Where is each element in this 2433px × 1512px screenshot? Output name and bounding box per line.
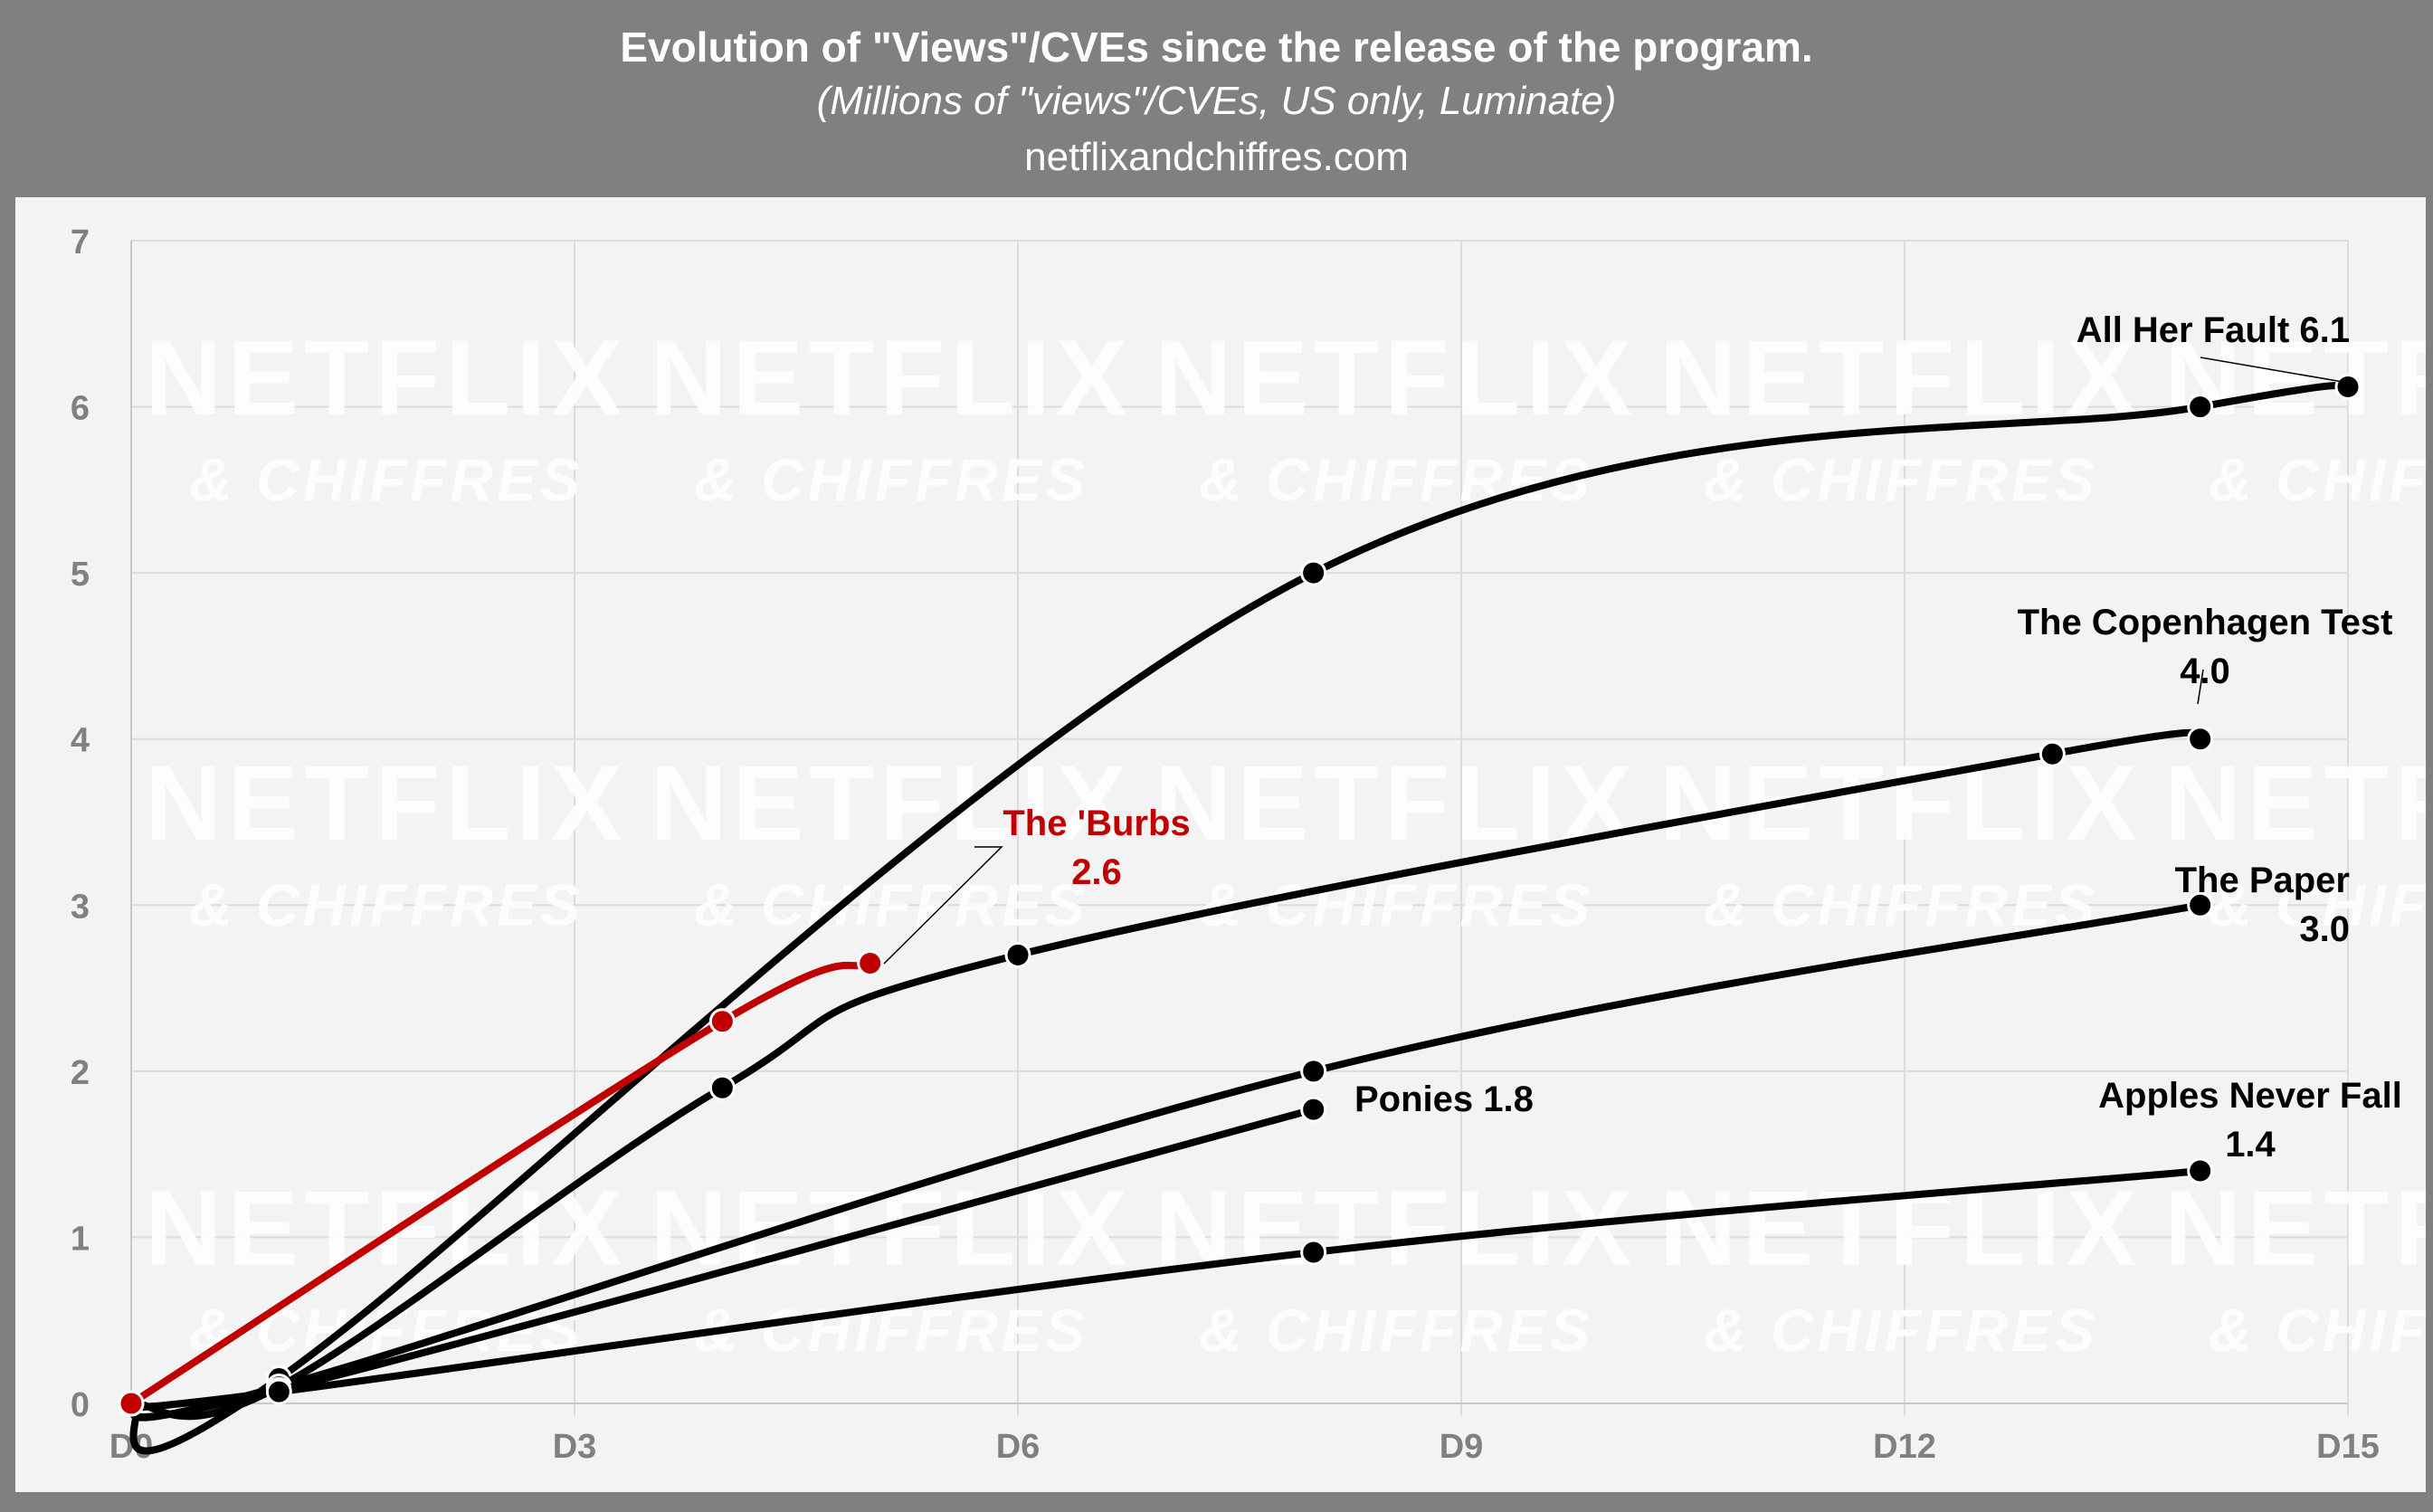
- watermark-netflix: NETFLIX: [145, 744, 628, 863]
- data-point: [857, 950, 884, 977]
- plot-background: [15, 197, 2426, 1492]
- watermark-netflix: NETFLIX: [145, 319, 628, 438]
- watermark-chiffres: & CHIFFRES: [2209, 871, 2426, 938]
- data-point: [2334, 374, 2362, 401]
- series-line: [128, 1167, 2204, 1412]
- chart-title: Evolution of "Views"/CVEs since the rele…: [620, 24, 1813, 71]
- data-point: [2039, 740, 2066, 767]
- watermark-chiffres: & CHIFFRES: [1199, 1297, 1593, 1364]
- watermark-chiffres: & CHIFFRES: [189, 446, 584, 513]
- watermark-chiffres: & CHIFFRES: [1199, 446, 1593, 513]
- y-tick-label: 6: [71, 390, 90, 428]
- data-point: [265, 1378, 292, 1405]
- data-point: [2187, 1157, 2214, 1184]
- watermark-chiffres: & CHIFFRES: [694, 871, 1088, 938]
- label-leader-line: [2200, 357, 2349, 384]
- watermark-netflix: NETFLIX: [2164, 744, 2426, 863]
- series-label: Ponies 1.8: [1354, 1079, 1534, 1119]
- watermark-netflix: NETFLIX: [1659, 1169, 2143, 1289]
- watermark-netflix: NETFLIX: [2164, 319, 2426, 438]
- series-label: All Her Fault 6.1: [2077, 310, 2350, 350]
- data-point: [2187, 726, 2214, 753]
- watermark-chiffres: & CHIFFRES: [1704, 871, 2098, 938]
- watermark-chiffres: & CHIFFRES: [1199, 871, 1593, 938]
- series-label: 2.6: [1071, 852, 1122, 892]
- series-label: 3.0: [2299, 909, 2350, 949]
- watermark-netflix: NETFLIX: [1155, 319, 1638, 438]
- data-point: [1300, 559, 1327, 586]
- x-tick-label: D15: [2316, 1428, 2380, 1466]
- series-label: The 'Burbs: [1003, 804, 1190, 843]
- x-tick-label: D12: [1873, 1428, 1936, 1466]
- watermark-chiffres: & CHIFFRES: [1704, 1297, 2098, 1364]
- data-point: [1300, 1096, 1327, 1123]
- series-the-burbs: [118, 950, 884, 1417]
- y-tick-label: 4: [71, 722, 90, 760]
- y-tick-label: 5: [71, 556, 90, 594]
- watermark-chiffres: & CHIFFRES: [189, 871, 584, 938]
- series-labels: All Her Fault 6.1 The Copenhagen Test 4.0 T…: [883, 310, 2402, 1165]
- data-point: [708, 1074, 736, 1101]
- watermark-chiffres: & CHIFFRES: [2209, 1297, 2426, 1364]
- data-point: [118, 1390, 145, 1417]
- y-tick-label: 1: [71, 1220, 90, 1258]
- watermark-chiffres: & CHIFFRES: [1704, 446, 2098, 513]
- x-tick-label: D6: [996, 1428, 1041, 1466]
- watermark-netflix: NETFLIX: [650, 744, 1133, 863]
- data-point: [2187, 891, 2214, 918]
- data-point: [1300, 1239, 1327, 1266]
- chart-subtitle: (Millions of "views"/CVEs, US only, Lumi…: [816, 79, 1617, 123]
- watermark-netflix: NETFLIX: [1659, 744, 2143, 863]
- watermark-chiffres: & CHIFFRES: [694, 446, 1088, 513]
- x-tick-label: D9: [1440, 1428, 1484, 1466]
- label-leader-line: [883, 846, 1003, 965]
- watermark-netflix: NETFLIX: [2164, 1169, 2426, 1289]
- series-label: 4.0: [2180, 651, 2230, 691]
- series-line: [128, 959, 874, 1407]
- line-chart: NETFLIX & CHIFFRES NETFLIX & CHIFFRES NETFLI…: [15, 197, 2426, 1492]
- y-tick-label: 7: [71, 223, 90, 262]
- watermark-netflix: NETFLIX: [145, 1169, 628, 1289]
- watermark-netflix: NETFLIX: [650, 319, 1133, 438]
- data-point: [708, 1008, 736, 1035]
- series-label: The Paper: [2175, 861, 2350, 900]
- series-label: The Copenhagen Test: [2018, 603, 2393, 642]
- y-tick-label: 2: [71, 1054, 90, 1092]
- x-tick-label: D3: [553, 1428, 597, 1466]
- y-tick-label: 0: [71, 1386, 90, 1424]
- series-label: Apples Never Fall: [2098, 1076, 2402, 1116]
- data-point: [2187, 394, 2214, 421]
- data-point: [1004, 941, 1031, 968]
- label-leader-line: [2197, 669, 2204, 705]
- series: [118, 374, 2362, 1455]
- y-tick-label: 3: [71, 888, 90, 926]
- series-label: 1.4: [2225, 1125, 2276, 1165]
- watermark-chiffres: & CHIFFRES: [2209, 446, 2426, 513]
- chart-source: netflixandchiffres.com: [1024, 135, 1409, 179]
- chart-header: Evolution of "Views"/CVEs since the rele…: [0, 0, 2433, 197]
- data-point: [1300, 1058, 1327, 1085]
